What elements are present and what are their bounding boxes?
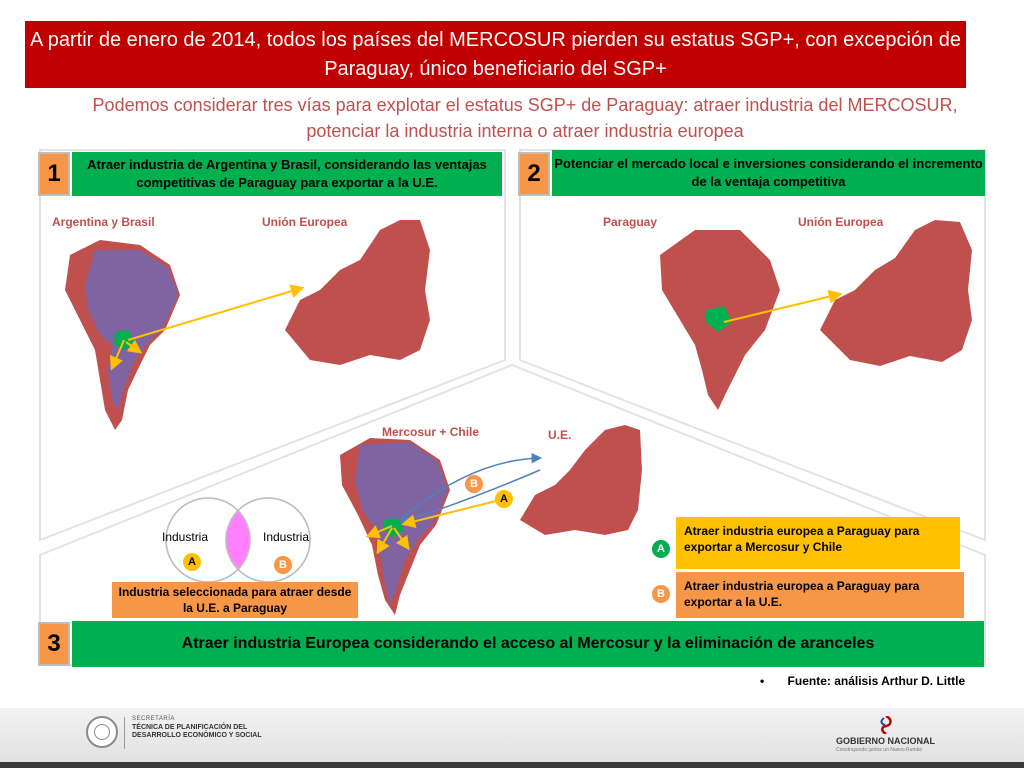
panel-1-label-argentina-brasil: Argentina y Brasil: [52, 215, 155, 229]
panel-3-number: 3: [38, 622, 70, 666]
panel-2-label-union-europea: Unión Europea: [798, 215, 884, 229]
gobierno-nacional-label: GOBIERNO NACIONAL: [836, 736, 935, 746]
venn-badge-b: B: [274, 556, 292, 574]
slide-subtitle: Podemos considerar tres vías para explot…: [92, 95, 958, 141]
south-america-map-2: [660, 230, 780, 410]
europe-map-1: [285, 220, 430, 365]
panel-3-label-ue: U.E.: [548, 428, 572, 442]
footer-bar: [0, 762, 1024, 768]
slide-title: A partir de enero de 2014, todos los paí…: [25, 21, 966, 88]
panel-2-heading: Potenciar el mercado local e inversiones…: [552, 150, 985, 196]
venn-label-left: Industria: [162, 530, 209, 544]
option-b-badge: B: [652, 585, 670, 603]
panel-3-heading: Atraer industria Europea considerando el…: [72, 621, 984, 667]
panel-2-number: 2: [518, 152, 550, 196]
venn-badge-a: A: [183, 553, 201, 571]
footer: [0, 708, 1024, 768]
secretaria-name: TÉCNICA DE PLANIFICACIÓN DEL DESARROLLO …: [132, 724, 262, 739]
source-bullet: •: [760, 674, 765, 688]
option-b-box: Atraer industria europea a Paraguay para…: [676, 572, 964, 618]
footer-separator: [124, 717, 125, 749]
source-text: Fuente: análisis Arthur D. Little: [787, 674, 966, 688]
panel-2-label-paraguay: Paraguay: [603, 215, 658, 229]
source-note: • Fuente: análisis Arthur D. Little: [760, 674, 965, 688]
option-a-box: Atraer industria europea a Paraguay para…: [676, 517, 960, 569]
gobierno-tagline: Construyendo juntos un Nuevo Rumbo: [836, 747, 923, 753]
map-badge-b: B: [465, 475, 483, 493]
panel-1-heading: Atraer industria de Argentina y Brasil, …: [72, 152, 502, 196]
panel-3-label-mercosur-chile: Mercosur + Chile: [382, 425, 480, 439]
europe-map-2: [820, 220, 972, 366]
paraguay-seal-icon: [86, 716, 118, 748]
venn-label-right: Industria: [263, 530, 310, 544]
europe-map-3: [520, 425, 642, 535]
panel-1-label-union-europea: Unión Europea: [262, 215, 348, 229]
secretaria-label: SECRETARÍA: [132, 716, 175, 722]
selected-industry-box: Industria seleccionada para atraer desde…: [112, 582, 358, 618]
panel-1-number: 1: [38, 152, 70, 196]
gobierno-nacional-logo-icon: [880, 716, 892, 734]
map-badge-a: A: [495, 490, 513, 508]
option-a-badge: A: [652, 540, 670, 558]
